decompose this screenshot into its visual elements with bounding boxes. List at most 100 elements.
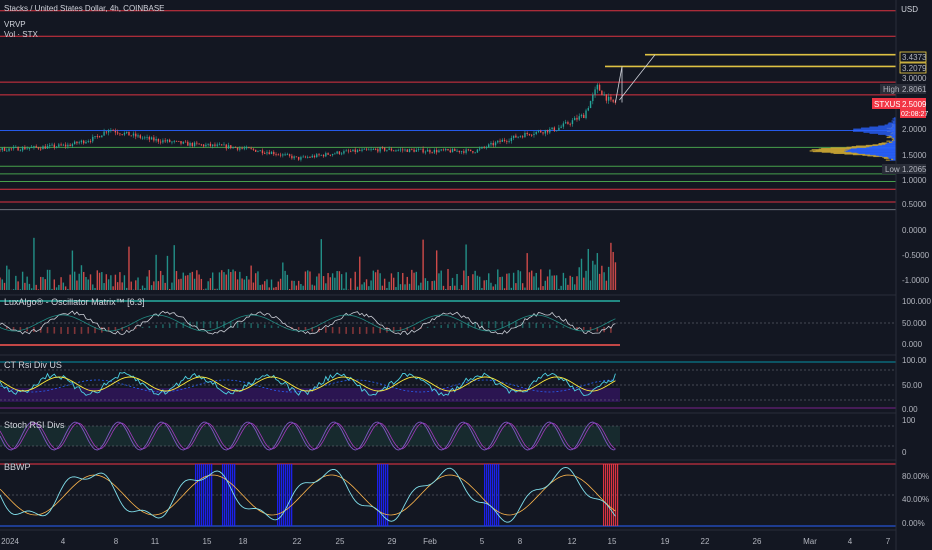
volume-bar — [415, 271, 418, 290]
volume-bar — [503, 288, 506, 290]
bbwp-low-bar — [197, 464, 199, 526]
volume-bar — [302, 285, 304, 290]
osc-histogram — [155, 325, 157, 328]
volume-bar — [297, 280, 300, 290]
candle-body — [17, 146, 19, 151]
bbwp-low-bar — [285, 464, 287, 526]
bbwp-line — [0, 466, 616, 523]
candle-body — [80, 140, 83, 143]
candle-body — [10, 148, 13, 150]
price-axis[interactable]: 3.4373 3.2079 3.0000 High 2.8061 STXUSD … — [872, 51, 930, 285]
volume-bar — [26, 276, 28, 290]
candle-body — [234, 146, 237, 148]
candle-body — [549, 129, 551, 133]
candle-body — [458, 150, 461, 153]
volume-bar — [94, 287, 96, 290]
candle-body — [490, 142, 492, 145]
volume-bar — [42, 277, 44, 290]
volume-bar — [408, 283, 411, 290]
volume-bar — [571, 276, 574, 290]
bbwp-low-bar — [492, 464, 494, 526]
candle-body — [510, 137, 513, 142]
volume-bar — [182, 272, 184, 290]
volume-bar — [388, 281, 390, 290]
candle-body — [85, 141, 87, 144]
profile-bar — [867, 155, 879, 157]
time-axis-label: 18 — [239, 537, 248, 546]
candle-body — [488, 144, 490, 148]
volume-bar — [569, 275, 571, 290]
osc-histogram — [426, 326, 429, 328]
volume-bar — [402, 272, 404, 290]
profile-bar — [891, 139, 894, 142]
candle-body — [221, 144, 223, 146]
bbwp-title: BBWP — [4, 462, 31, 472]
candle-body — [311, 155, 313, 158]
candle-body — [15, 146, 17, 148]
profile-bar — [885, 159, 890, 161]
candle-body — [30, 147, 33, 149]
price-axis-label: 1.5000 — [902, 151, 927, 160]
candle-body — [564, 122, 567, 124]
volume-bar — [585, 270, 587, 290]
volume-bar — [499, 277, 501, 290]
profile-bar — [851, 146, 870, 148]
candle-body — [589, 101, 592, 109]
volume-bar — [223, 272, 225, 290]
volume-bar — [451, 277, 454, 290]
candle-body — [279, 154, 282, 156]
osc-histogram — [270, 325, 273, 328]
time-axis[interactable]: 2024 4 8 11 15 18 22 25 29 Feb 5 8 12 15 19 22 26 Mar 4 7 — [1, 537, 891, 546]
time-axis-label: 26 — [753, 537, 762, 546]
volume-bar — [30, 288, 33, 290]
candle-body — [331, 153, 334, 156]
profile-bar — [875, 154, 896, 156]
candle-body — [515, 135, 517, 138]
symbol-title[interactable]: Stacks / United States Dollar, 4h, COINB… — [4, 4, 165, 13]
volume-bar — [334, 277, 336, 290]
osc-histogram — [114, 327, 117, 332]
candle-body — [182, 141, 184, 144]
candle-body — [587, 108, 589, 111]
candle-body — [320, 154, 322, 156]
volume-bar — [139, 289, 141, 290]
time-axis-label: 22 — [701, 537, 710, 546]
candle-body — [460, 151, 463, 153]
volume-bar — [53, 279, 56, 290]
profile-bar — [811, 149, 846, 151]
price-axis-label: -0.5000 — [902, 251, 930, 260]
profile-bar — [830, 147, 857, 149]
volume-bar — [533, 276, 535, 290]
volume-bar — [69, 274, 71, 290]
candle-body — [447, 149, 449, 151]
volume-label[interactable]: Vol · STX — [4, 30, 38, 39]
candle-body — [438, 150, 440, 153]
candle-body — [336, 151, 338, 154]
vrvp-label[interactable]: VRVP — [4, 20, 26, 29]
candle-body — [528, 134, 531, 135]
volume-bar — [273, 287, 275, 290]
candle-body — [553, 127, 556, 132]
volume-bar — [0, 277, 1, 290]
price-axis-label: 2.0000 — [902, 125, 927, 134]
candle-body — [214, 144, 216, 146]
candle-body — [345, 150, 347, 152]
volume-bar — [239, 271, 241, 290]
volume-bar — [44, 279, 46, 290]
candle-body — [144, 137, 146, 139]
bbwp-low-bar — [377, 464, 379, 526]
bbwp-low-bar — [226, 464, 228, 526]
volume-bar — [316, 276, 318, 290]
bbwp-low-bar — [484, 464, 486, 526]
candle-body — [119, 133, 121, 135]
candle-body — [352, 149, 354, 152]
candle-body — [71, 144, 74, 147]
candle-body — [35, 146, 37, 148]
candle-body — [248, 147, 250, 149]
profile-bar — [818, 148, 850, 150]
bbwp-low-bar — [195, 464, 197, 526]
candle-body — [526, 132, 528, 135]
candle-body — [424, 151, 427, 153]
volume-bar — [325, 283, 327, 290]
